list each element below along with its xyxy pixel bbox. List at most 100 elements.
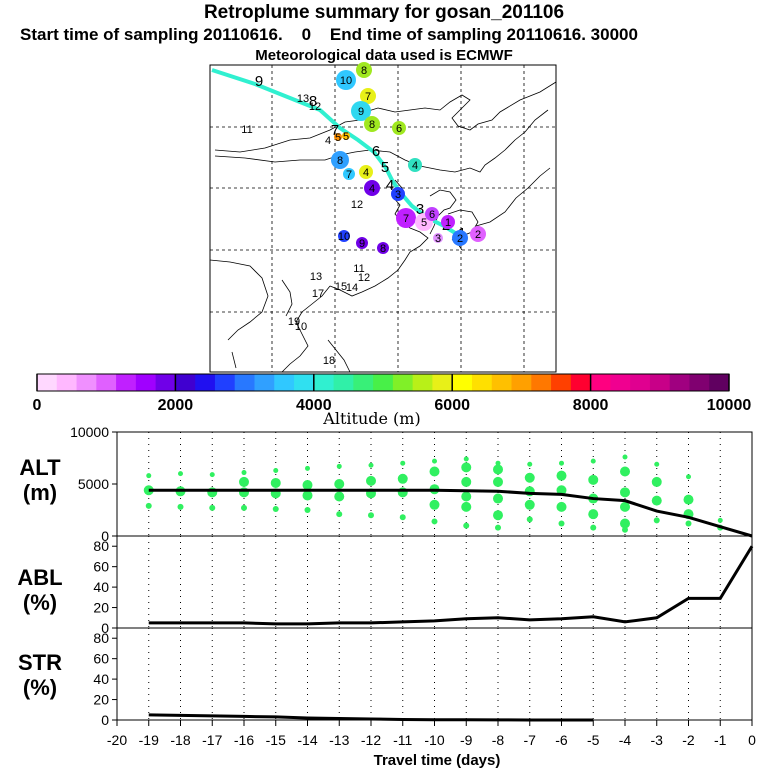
alt-scatter-point — [622, 454, 628, 460]
alt-scatter-point — [622, 526, 628, 533]
alt-scatter-point — [556, 485, 567, 496]
str-label-line2: (%) — [22, 675, 58, 700]
alt-scatter-point — [556, 470, 567, 481]
alt-scatter-point — [590, 524, 597, 531]
alt-scatter-point — [651, 495, 662, 506]
alt-scatter-point — [686, 474, 691, 480]
alt-scatter-point — [368, 512, 374, 519]
alt-scatter-point — [556, 501, 567, 512]
x-tick-label: -16 — [234, 732, 254, 748]
alt-scatter-point — [399, 514, 406, 521]
alt-scatter-point — [683, 494, 694, 505]
alt-scatter-point — [620, 501, 630, 512]
alt-scatter-point — [588, 509, 599, 520]
x-tick-label: -10 — [424, 732, 444, 748]
x-tick-label: -11 — [393, 732, 412, 748]
alt-scatter-point — [432, 458, 437, 464]
str-label-line1: STR — [18, 650, 62, 675]
alt-scatter-point — [334, 479, 345, 489]
alt-scatter-point — [209, 504, 216, 511]
x-tick-label: 0 — [748, 732, 756, 748]
alt-scatter-point — [526, 516, 533, 523]
alt-scatter-point — [397, 473, 408, 484]
y-tick-label: 10000 — [70, 424, 109, 440]
alt-scatter-point — [590, 458, 596, 464]
alt-scatter-point — [145, 502, 152, 509]
alt-scatter-point — [178, 471, 183, 477]
alt-scatter-point — [368, 462, 374, 468]
y-tick-label: 80 — [93, 538, 109, 554]
y-tick-label: 0 — [101, 528, 109, 544]
met-data-subtitle: Meteorological data used is ECMWF — [255, 47, 513, 64]
alt-scatter-point — [717, 517, 723, 523]
x-tick-label: -8 — [492, 732, 505, 748]
abl-label-line1: ABL — [17, 565, 63, 590]
alt-scatter-point — [463, 522, 470, 529]
alt-scatter-point — [461, 462, 472, 473]
alt-scatter-point — [429, 466, 440, 477]
alt-scatter-point — [429, 499, 440, 510]
alt-scatter-points — [143, 454, 724, 533]
alt-scatter-point — [239, 476, 249, 487]
str-panel-label: STR (%) — [5, 650, 75, 700]
alt-scatter-point — [495, 460, 501, 466]
alt-scatter-point — [400, 460, 406, 466]
series-line — [148, 545, 754, 626]
alt-label-line1: ALT — [19, 455, 61, 480]
alt-scatter-point — [461, 476, 472, 487]
alt-scatter-point — [305, 465, 310, 471]
alt-scatter-point — [524, 499, 535, 510]
alt-scatter-point — [461, 491, 472, 502]
alt-scatter-point — [493, 510, 503, 521]
alt-scatter-point — [651, 476, 662, 487]
alt-scatter-point — [366, 475, 376, 486]
alt-scatter-point — [336, 511, 343, 518]
alt-scatter-point — [270, 477, 281, 488]
x-tick-label: -5 — [587, 732, 600, 748]
series-line — [148, 488, 753, 538]
y-tick-label: 5000 — [78, 476, 109, 492]
alt-scatter-point — [620, 487, 630, 498]
x-tick-label: -6 — [555, 732, 568, 748]
x-tick-label: -18 — [170, 732, 190, 748]
y-tick-label: 0 — [101, 620, 109, 636]
y-tick-label: 20 — [93, 600, 109, 616]
x-tick-label: -13 — [329, 732, 349, 748]
x-axis-title: Travel time (days) — [374, 752, 501, 768]
x-tick-label: -17 — [202, 732, 222, 748]
alt-scatter-point — [685, 520, 692, 527]
alt-scatter-point — [524, 472, 535, 483]
x-tick-label: -2 — [682, 732, 695, 748]
alt-scatter-point — [558, 520, 565, 527]
series-line — [148, 713, 594, 722]
alt-scatter-point — [588, 474, 599, 485]
x-tick-label: -3 — [651, 732, 664, 748]
alt-scatter-point — [241, 504, 247, 511]
x-tick-label: -7 — [524, 732, 537, 748]
alt-panel-label: ALT (m) — [5, 455, 75, 505]
alt-scatter-point — [302, 490, 313, 501]
alt-scatter-point — [527, 461, 533, 467]
alt-scatter-point — [559, 460, 564, 466]
y-tick-label: 60 — [93, 651, 109, 667]
alt-scatter-point — [431, 518, 438, 525]
alt-scatter-point — [177, 503, 184, 510]
alt-scatter-point — [493, 493, 503, 504]
x-tick-label: -4 — [619, 732, 632, 748]
alt-scatter-point — [241, 470, 247, 476]
chart-title: Retroplume summary for gosan_201106 — [203, 2, 565, 23]
alt-scatter-point — [273, 467, 279, 473]
sampling-time-subtitle: Start time of sampling 20110616. 0 End t… — [20, 25, 638, 44]
alt-scatter-point — [493, 464, 503, 475]
alt-scatter-point — [302, 480, 313, 491]
y-tick-label: 40 — [93, 671, 109, 687]
alt-scatter-point — [620, 518, 630, 529]
y-tick-label: 40 — [93, 579, 109, 595]
abl-panel-label: ABL (%) — [5, 565, 75, 615]
abl-label-line2: (%) — [22, 590, 58, 615]
alt-scatter-point — [334, 491, 345, 502]
x-tick-label: -12 — [361, 732, 381, 748]
y-tick-label: 0 — [101, 712, 109, 728]
alt-scatter-point — [461, 501, 472, 512]
